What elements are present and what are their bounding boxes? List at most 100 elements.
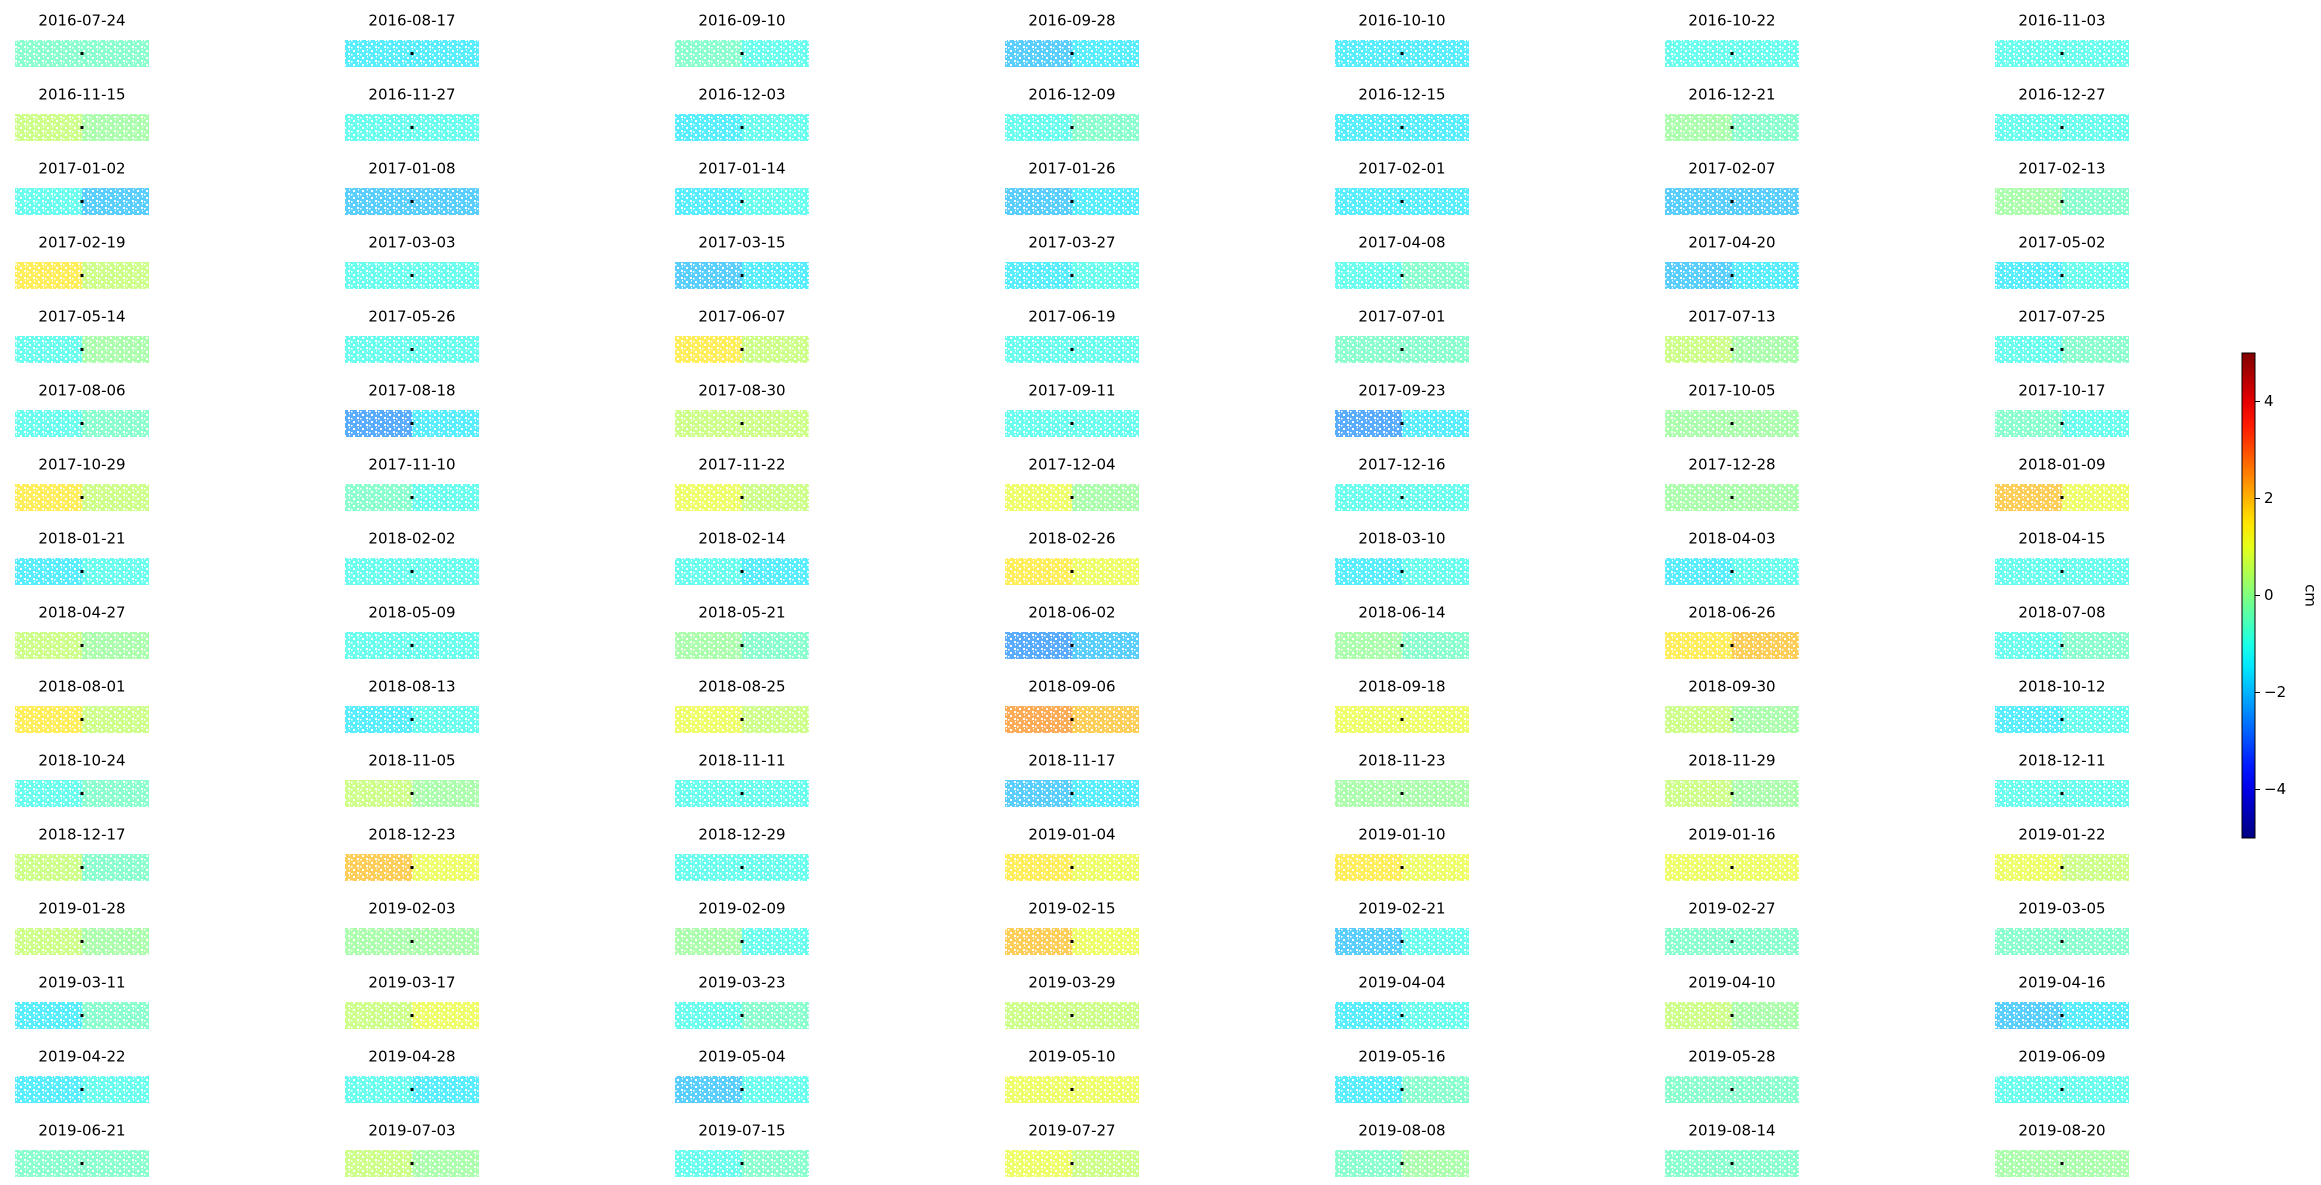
panel-title: 2016-12-21 <box>1688 86 1775 104</box>
reference-point <box>2060 1162 2064 1165</box>
reference-point <box>740 792 744 795</box>
reference-point <box>1400 52 1404 55</box>
panel-title: 2016-12-09 <box>1028 86 1115 104</box>
reference-point <box>1070 792 1074 795</box>
reference-point <box>80 422 84 425</box>
panel-title: 2017-05-02 <box>2018 234 2105 252</box>
reference-point <box>740 570 744 573</box>
reference-point <box>740 496 744 499</box>
panel-title: 2019-05-04 <box>698 1048 785 1066</box>
panel-title: 2017-01-08 <box>368 160 455 178</box>
reference-point <box>1730 792 1734 795</box>
panel-title: 2019-02-21 <box>1358 900 1445 918</box>
panel-title: 2018-11-23 <box>1358 752 1445 770</box>
reference-point <box>1400 1014 1404 1017</box>
reference-point <box>80 496 84 499</box>
panel-title: 2018-10-24 <box>38 752 125 770</box>
panel-title: 2018-05-21 <box>698 604 785 622</box>
reference-point <box>410 496 414 499</box>
panel-title: 2016-12-15 <box>1358 86 1445 104</box>
reference-point <box>740 200 744 203</box>
panel-title: 2018-06-02 <box>1028 604 1115 622</box>
reference-point <box>1070 200 1074 203</box>
panel-title: 2018-10-12 <box>2018 678 2105 696</box>
reference-point <box>80 1088 84 1091</box>
panel-title: 2019-04-22 <box>38 1048 125 1066</box>
reference-point <box>1730 570 1734 573</box>
reference-point <box>1070 718 1074 721</box>
panel-title: 2017-07-01 <box>1358 308 1445 326</box>
panel-title: 2018-11-11 <box>698 752 785 770</box>
panel-title: 2018-05-09 <box>368 604 455 622</box>
panel-title: 2018-12-29 <box>698 826 785 844</box>
reference-point <box>740 940 744 943</box>
reference-point <box>80 940 84 943</box>
panel-title: 2016-10-10 <box>1358 12 1445 30</box>
reference-point <box>2060 52 2064 55</box>
colorbar-label: cm <box>2302 584 2320 607</box>
reference-point <box>80 718 84 721</box>
reference-point <box>2060 422 2064 425</box>
reference-point <box>1730 940 1734 943</box>
panel-title: 2017-03-03 <box>368 234 455 252</box>
panel-title: 2018-03-10 <box>1358 530 1445 548</box>
panel-title: 2017-08-06 <box>38 382 125 400</box>
panel-title: 2019-02-03 <box>368 900 455 918</box>
panel-title: 2019-07-03 <box>368 1122 455 1140</box>
panel-title: 2018-08-25 <box>698 678 785 696</box>
reference-point <box>80 348 84 351</box>
reference-point <box>740 52 744 55</box>
reference-point <box>410 274 414 277</box>
panel-title: 2019-01-16 <box>1688 826 1775 844</box>
colorbar-tick-label: 0 <box>2264 586 2274 604</box>
panel-title: 2018-09-30 <box>1688 678 1775 696</box>
panel-title: 2017-03-27 <box>1028 234 1115 252</box>
reference-point <box>740 718 744 721</box>
reference-point <box>740 866 744 869</box>
panel-title: 2017-02-01 <box>1358 160 1445 178</box>
panel-title: 2019-04-04 <box>1358 974 1445 992</box>
reference-point <box>410 348 414 351</box>
panel-title: 2017-12-04 <box>1028 456 1115 474</box>
panel-title: 2017-01-02 <box>38 160 125 178</box>
panel-title: 2019-06-09 <box>2018 1048 2105 1066</box>
reference-point <box>1070 1014 1074 1017</box>
reference-point <box>410 1162 414 1165</box>
reference-point <box>1070 940 1074 943</box>
panel-title: 2017-04-20 <box>1688 234 1775 252</box>
panel-title: 2017-11-10 <box>368 456 455 474</box>
panel-title: 2016-08-17 <box>368 12 455 30</box>
reference-point <box>2060 644 2064 647</box>
reference-point <box>410 866 414 869</box>
panel-title: 2016-09-10 <box>698 12 785 30</box>
reference-point <box>740 1014 744 1017</box>
reference-point <box>1400 1088 1404 1091</box>
panel-title: 2018-02-26 <box>1028 530 1115 548</box>
panel-title: 2017-02-07 <box>1688 160 1775 178</box>
reference-point <box>410 422 414 425</box>
reference-point <box>1070 496 1074 499</box>
reference-point <box>1070 570 1074 573</box>
panel-title: 2019-08-08 <box>1358 1122 1445 1140</box>
reference-point <box>1070 1088 1074 1091</box>
reference-point <box>1730 52 1734 55</box>
reference-point <box>740 274 744 277</box>
panel-title: 2017-10-17 <box>2018 382 2105 400</box>
panel-title: 2019-08-20 <box>2018 1122 2105 1140</box>
panel-title: 2018-01-09 <box>2018 456 2105 474</box>
reference-point <box>2060 496 2064 499</box>
reference-point <box>1070 52 1074 55</box>
reference-point <box>740 1088 744 1091</box>
panel-title: 2019-03-05 <box>2018 900 2105 918</box>
reference-point <box>1070 422 1074 425</box>
panel-title: 2019-02-15 <box>1028 900 1115 918</box>
reference-point <box>410 1088 414 1091</box>
reference-point <box>1400 644 1404 647</box>
panel-title: 2018-04-15 <box>2018 530 2105 548</box>
panel-title: 2016-12-27 <box>2018 86 2105 104</box>
panel-title: 2019-04-28 <box>368 1048 455 1066</box>
reference-point <box>1070 1162 1074 1165</box>
panel-title: 2017-01-14 <box>698 160 785 178</box>
reference-point <box>2060 126 2064 129</box>
panel-title: 2017-08-30 <box>698 382 785 400</box>
